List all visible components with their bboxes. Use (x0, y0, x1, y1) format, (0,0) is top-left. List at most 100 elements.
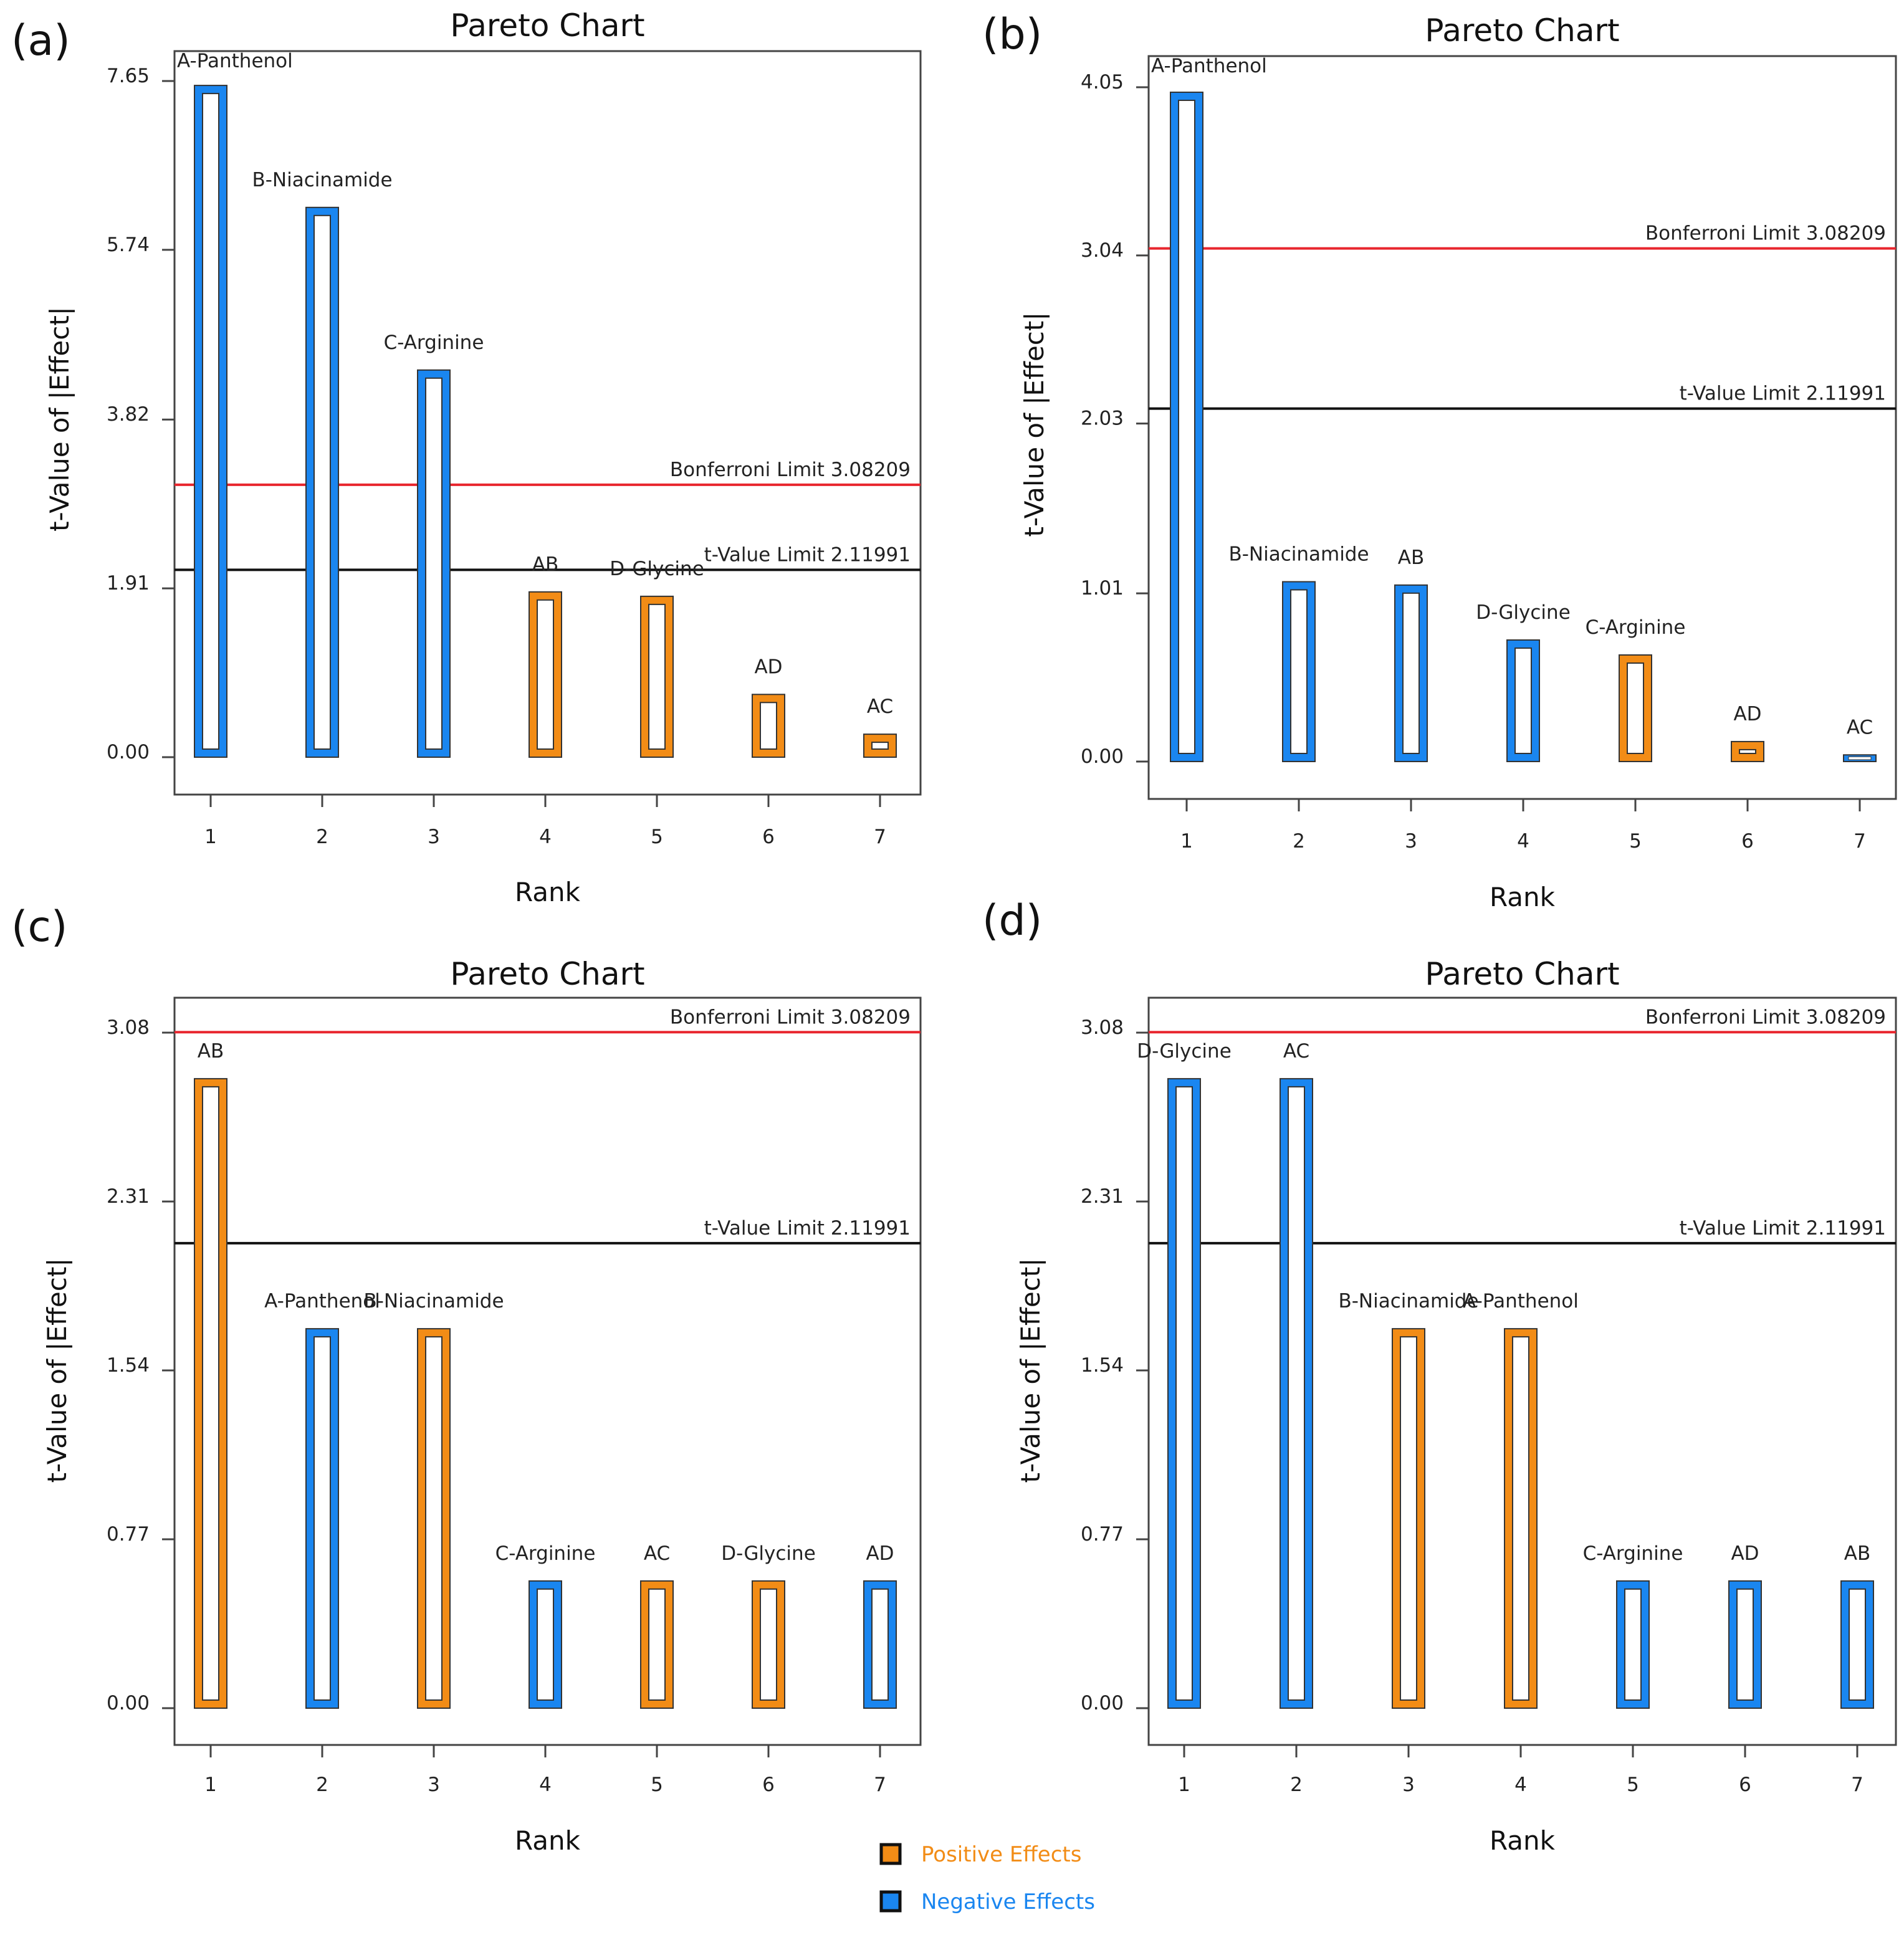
bar-label: AC (644, 1542, 670, 1565)
x-tick-label: 3 (1402, 1774, 1415, 1796)
bar-label: AD (866, 1542, 894, 1565)
y-tick-label: 1.54 (107, 1354, 150, 1377)
y-axis-title: t-Value of |Effect| (42, 1258, 72, 1483)
x-tick-label: 6 (762, 1774, 775, 1796)
y-tick-label: 3.04 (1081, 239, 1124, 262)
bar-label: C-Arginine (1583, 1542, 1683, 1565)
bar-inner (425, 377, 443, 750)
y-tick-label: 7.65 (107, 65, 150, 87)
y-tick-label: 0.77 (1081, 1523, 1124, 1546)
y-tick-label: 1.01 (1081, 577, 1124, 600)
x-tick-label: 2 (1290, 1774, 1303, 1796)
legend-positive-swatch (879, 1843, 902, 1865)
y-tick-label: 3.08 (107, 1016, 150, 1039)
bar-inner (1290, 589, 1308, 754)
x-tick-label: 4 (539, 826, 552, 848)
bar-6 (1731, 740, 1764, 763)
y-axis-title: t-Value of |Effect| (44, 307, 75, 532)
y-tick-label: 2.31 (1081, 1185, 1124, 1208)
bar-label: A-Panthenol (1151, 55, 1267, 77)
bar-inner (760, 1588, 777, 1701)
chart-title: Pareto Chart (1425, 956, 1619, 992)
legend: Positive Effects Negative Effects (879, 1842, 1095, 1914)
chart-panel-4: (d) Pareto Chart 0.00 0.77 1.54 2.31 3.08 t-Val… (982, 896, 1897, 1856)
y-tick-label: 0.00 (107, 1692, 150, 1714)
x-tick-label: 5 (651, 826, 663, 848)
bar-3 (1394, 584, 1428, 762)
panel-label: (a) (11, 16, 70, 65)
tvalue-limit-label: t-Value Limit 2.11991 (1680, 383, 1886, 405)
x-tick-label: 1 (1180, 830, 1193, 853)
bar-inner (1848, 756, 1872, 760)
y-tick-label: 0.77 (107, 1523, 150, 1546)
bar-inner (760, 702, 777, 750)
x-tick-label: 3 (1405, 830, 1417, 853)
chart-panel-3: (c) Pareto Chart 0.00 0.77 1.54 2.31 3.08 t-Val… (11, 902, 922, 1856)
bar-inner (1736, 1588, 1754, 1701)
bar-inner (1178, 100, 1195, 755)
x-tick-label: 5 (1627, 1774, 1639, 1796)
x-tick-label: 4 (539, 1774, 552, 1796)
bar-3 (1392, 1328, 1425, 1709)
bar-label: B-Niacinamide (1228, 543, 1369, 565)
x-tick-label: 2 (1293, 830, 1305, 853)
x-tick-label: 2 (316, 826, 328, 848)
x-tick-label: 3 (428, 826, 440, 848)
y-tick-label: 5.74 (107, 234, 150, 256)
x-tick-label: 5 (651, 1774, 663, 1796)
chart-title: Pareto Chart (450, 7, 644, 44)
panel-label: (d) (982, 896, 1042, 945)
bar-label: D-Glycine (1137, 1040, 1232, 1063)
bar-2 (305, 1328, 339, 1709)
bar-inner (1288, 1086, 1305, 1701)
y-tick-label: 4.05 (1081, 71, 1124, 93)
bar-inner (313, 214, 331, 750)
bar-label: AB (1844, 1542, 1870, 1565)
legend-positive-label: Positive Effects (921, 1842, 1081, 1867)
bar-label: D-Glycine (610, 558, 704, 580)
y-axis-title: t-Value of |Effect| (1019, 312, 1050, 537)
y-tick-label: 3.08 (1081, 1016, 1124, 1039)
bar-2 (1282, 581, 1316, 762)
charts-layer: (a) Pareto Chart 0.00 1.91 3.82 5.74 7.65 t-Val… (11, 7, 1897, 1856)
bar-4 (529, 1580, 562, 1709)
x-axis-title: Rank (1490, 1825, 1556, 1856)
bar-inner (1400, 1336, 1417, 1701)
bar-7 (1843, 754, 1877, 763)
x-tick-label: 5 (1629, 830, 1642, 853)
bar-1 (1170, 92, 1203, 763)
panel-label: (c) (11, 902, 67, 952)
y-tick-label: 3.82 (107, 403, 150, 426)
bar-inner (537, 1588, 554, 1701)
y-tick-label: 0.00 (107, 741, 150, 763)
bar-inner (313, 1336, 331, 1701)
bar-6 (752, 1580, 785, 1709)
bar-inner (1512, 1336, 1529, 1701)
x-tick-label: 3 (428, 1774, 440, 1796)
bar-inner (648, 603, 666, 750)
panel-label: (b) (982, 10, 1042, 59)
bar-label: D-Glycine (721, 1542, 816, 1565)
bar-inner (202, 93, 219, 750)
bar-label: AC (1847, 716, 1873, 738)
bar-1 (194, 1078, 227, 1709)
bar-inner (871, 1588, 889, 1701)
x-tick-label: 6 (1739, 1774, 1751, 1796)
bar-inner (1402, 592, 1420, 754)
bar-1 (1167, 1078, 1201, 1709)
bonferroni-limit-label: Bonferroni Limit 3.08209 (670, 459, 911, 481)
bar-label: AB (1398, 547, 1424, 569)
x-tick-label: 1 (1178, 1774, 1190, 1796)
legend-negative-label: Negative Effects (921, 1890, 1095, 1914)
chart-title: Pareto Chart (450, 956, 644, 992)
bar-4 (529, 591, 562, 758)
bar-label: A-Panthenol (177, 50, 293, 72)
bar-7 (863, 733, 897, 758)
y-tick-label: 0.00 (1081, 745, 1124, 768)
x-tick-label: 1 (204, 1774, 217, 1796)
legend-negative-swatch (879, 1890, 902, 1913)
x-tick-label: 6 (762, 826, 775, 848)
bar-inner (648, 1588, 666, 1701)
x-tick-label: 7 (1851, 1774, 1863, 1796)
